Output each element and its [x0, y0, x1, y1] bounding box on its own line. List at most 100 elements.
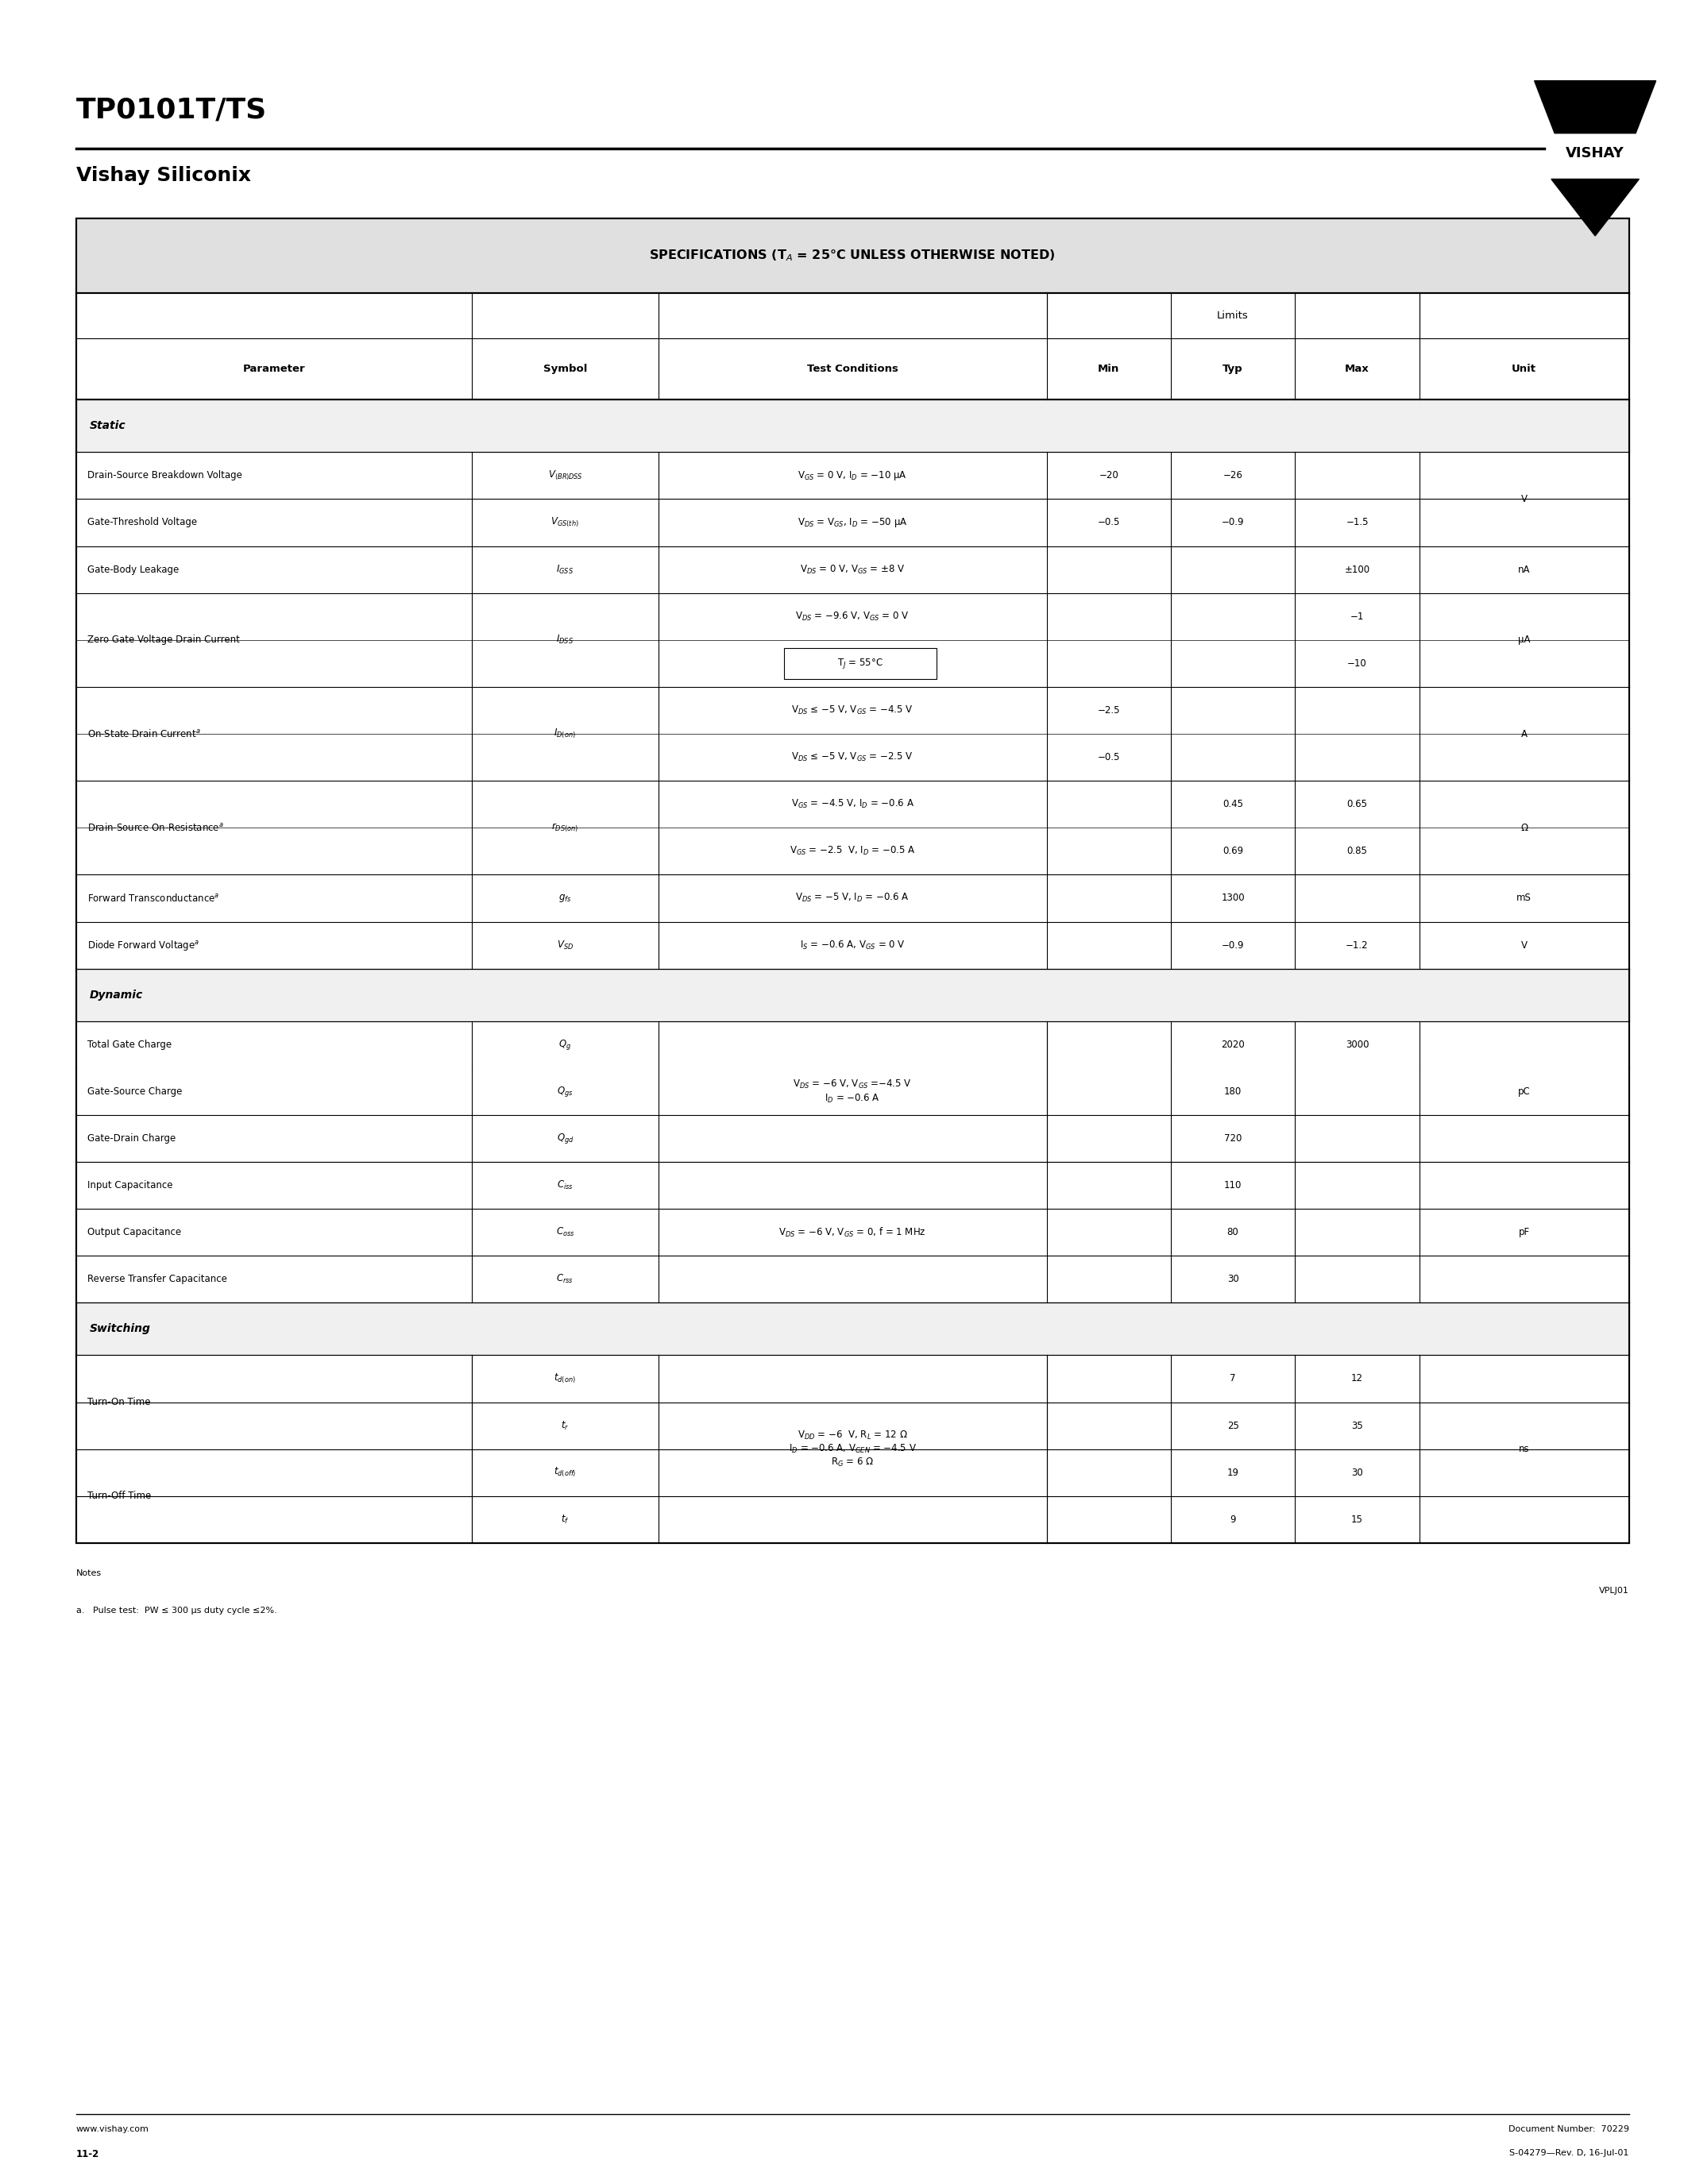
- Text: Forward Transconductance$^a$: Forward Transconductance$^a$: [88, 893, 219, 904]
- Text: V$_{DS}$ = −5 V, I$_D$ = −0.6 A: V$_{DS}$ = −5 V, I$_D$ = −0.6 A: [795, 893, 910, 904]
- Text: Test Conditions: Test Conditions: [807, 365, 898, 373]
- Bar: [76, 218, 1629, 293]
- Text: pC: pC: [1518, 1085, 1531, 1096]
- Text: I$_{DSS}$: I$_{DSS}$: [557, 633, 574, 646]
- Text: Vishay Siliconix: Vishay Siliconix: [76, 166, 252, 186]
- Bar: [76, 970, 1629, 1022]
- Polygon shape: [1551, 179, 1639, 236]
- Text: C$_{rss}$: C$_{rss}$: [557, 1273, 574, 1284]
- Text: Unit: Unit: [1512, 365, 1536, 373]
- Text: Dynamic: Dynamic: [89, 989, 143, 1000]
- Text: V$_{DS}$ = 0 V, V$_{GS}$ = ±8 V: V$_{DS}$ = 0 V, V$_{GS}$ = ±8 V: [800, 563, 905, 574]
- Text: nA: nA: [1518, 563, 1531, 574]
- Text: 25: 25: [1227, 1420, 1239, 1431]
- Text: Q$_g$: Q$_g$: [559, 1037, 572, 1051]
- Text: Notes: Notes: [76, 1570, 101, 1577]
- Text: www.vishay.com: www.vishay.com: [76, 2125, 149, 2134]
- Text: pF: pF: [1519, 1227, 1529, 1238]
- Text: V$_{DS}$ = −9.6 V, V$_{GS}$ = 0 V: V$_{DS}$ = −9.6 V, V$_{GS}$ = 0 V: [795, 612, 910, 622]
- Text: TP0101T/TS: TP0101T/TS: [76, 96, 267, 122]
- Text: Diode Forward Voltage$^a$: Diode Forward Voltage$^a$: [88, 939, 199, 952]
- Text: Turn-On Time: Turn-On Time: [88, 1398, 150, 1406]
- Text: Turn-Off Time: Turn-Off Time: [88, 1492, 152, 1500]
- Text: Reverse Transfer Capacitance: Reverse Transfer Capacitance: [88, 1273, 228, 1284]
- Text: Output Capacitance: Output Capacitance: [88, 1227, 182, 1238]
- Bar: [76, 218, 1629, 1542]
- Text: Zero Gate Voltage Drain Current: Zero Gate Voltage Drain Current: [88, 636, 240, 644]
- Text: ns: ns: [1519, 1444, 1529, 1455]
- Text: V: V: [1521, 494, 1528, 505]
- Text: −1.2: −1.2: [1345, 939, 1369, 950]
- Text: V: V: [1521, 939, 1528, 950]
- Text: Switching: Switching: [89, 1324, 150, 1334]
- Text: Min: Min: [1097, 365, 1119, 373]
- Text: 35: 35: [1352, 1420, 1362, 1431]
- Text: 0.65: 0.65: [1347, 799, 1367, 810]
- Text: t$_f$: t$_f$: [560, 1514, 569, 1524]
- Text: 30: 30: [1227, 1273, 1239, 1284]
- Text: V$_{GS(th)}$: V$_{GS(th)}$: [550, 515, 579, 529]
- Text: Total Gate Charge: Total Gate Charge: [88, 1040, 172, 1051]
- Text: 0.45: 0.45: [1222, 799, 1244, 810]
- Text: −1.5: −1.5: [1345, 518, 1369, 529]
- Text: −2.5: −2.5: [1097, 705, 1121, 716]
- Text: V$_{DS}$ = −6 V, V$_{GS}$ =−4.5 V
I$_D$ = −0.6 A: V$_{DS}$ = −6 V, V$_{GS}$ =−4.5 V I$_D$ …: [793, 1079, 912, 1105]
- Text: V$_{DS}$ = V$_{GS}$, I$_D$ = −50 μA: V$_{DS}$ = V$_{GS}$, I$_D$ = −50 μA: [797, 515, 908, 529]
- Text: t$_{d(on)}$: t$_{d(on)}$: [554, 1372, 576, 1385]
- Text: −1: −1: [1350, 612, 1364, 622]
- Text: −0.5: −0.5: [1097, 518, 1119, 529]
- Text: 15: 15: [1350, 1514, 1364, 1524]
- Text: V$_{(BR)DSS}$: V$_{(BR)DSS}$: [549, 470, 582, 483]
- Text: Limits: Limits: [1217, 310, 1249, 321]
- Text: S-04279—Rev. D, 16-Jul-01: S-04279—Rev. D, 16-Jul-01: [1509, 2149, 1629, 2158]
- Text: 3000: 3000: [1345, 1040, 1369, 1051]
- Bar: [76, 1302, 1629, 1354]
- Text: V$_{SD}$: V$_{SD}$: [557, 939, 574, 950]
- Text: 0.69: 0.69: [1222, 845, 1244, 856]
- Text: V$_{GS}$ = −2.5  V, I$_D$ = −0.5 A: V$_{GS}$ = −2.5 V, I$_D$ = −0.5 A: [790, 845, 915, 856]
- Text: C$_{iss}$: C$_{iss}$: [557, 1179, 574, 1190]
- Text: Gate-Drain Charge: Gate-Drain Charge: [88, 1133, 176, 1144]
- Bar: [785, 649, 937, 679]
- Text: 19: 19: [1227, 1468, 1239, 1479]
- Text: 12: 12: [1350, 1374, 1364, 1385]
- Text: a.   Pulse test:  PW ≤ 300 μs duty cycle ≤2%.: a. Pulse test: PW ≤ 300 μs duty cycle ≤2…: [76, 1607, 277, 1614]
- Text: V$_{DS}$ = −6 V, V$_{GS}$ = 0, f = 1 MHz: V$_{DS}$ = −6 V, V$_{GS}$ = 0, f = 1 MHz: [778, 1225, 927, 1238]
- Text: Static: Static: [89, 419, 125, 432]
- Text: 1300: 1300: [1220, 893, 1244, 904]
- Text: 11-2: 11-2: [76, 2149, 100, 2160]
- Polygon shape: [1534, 81, 1656, 133]
- Text: μA: μA: [1518, 636, 1531, 644]
- Text: 0.85: 0.85: [1347, 845, 1367, 856]
- Text: V$_{GS}$ = 0 V, I$_D$ = −10 μA: V$_{GS}$ = 0 V, I$_D$ = −10 μA: [798, 470, 906, 483]
- Text: C$_{oss}$: C$_{oss}$: [555, 1227, 574, 1238]
- Text: Q$_{gd}$: Q$_{gd}$: [557, 1131, 574, 1144]
- Text: t$_{d(off)}$: t$_{d(off)}$: [554, 1465, 577, 1479]
- Text: g$_{fs}$: g$_{fs}$: [559, 893, 572, 904]
- Text: −10: −10: [1347, 657, 1367, 668]
- Text: Q$_{gs}$: Q$_{gs}$: [557, 1085, 574, 1099]
- Text: Gate-Threshold Voltage: Gate-Threshold Voltage: [88, 518, 197, 529]
- Text: 30: 30: [1352, 1468, 1362, 1479]
- Text: Parameter: Parameter: [243, 365, 306, 373]
- Text: Input Capacitance: Input Capacitance: [88, 1179, 174, 1190]
- Text: Drain-Source Breakdown Voltage: Drain-Source Breakdown Voltage: [88, 470, 243, 480]
- Text: 2020: 2020: [1220, 1040, 1244, 1051]
- Text: Drain-Source On-Resistance$^a$: Drain-Source On-Resistance$^a$: [88, 821, 225, 834]
- Text: I$_S$ = −0.6 A, V$_{GS}$ = 0 V: I$_S$ = −0.6 A, V$_{GS}$ = 0 V: [800, 939, 905, 950]
- Text: VISHAY: VISHAY: [1566, 146, 1624, 162]
- Text: −26: −26: [1224, 470, 1242, 480]
- Text: 9: 9: [1231, 1514, 1236, 1524]
- Text: 110: 110: [1224, 1179, 1242, 1190]
- Text: Gate-Body Leakage: Gate-Body Leakage: [88, 563, 179, 574]
- Text: mS: mS: [1516, 893, 1531, 904]
- Text: t$_r$: t$_r$: [560, 1420, 569, 1431]
- Text: ±100: ±100: [1344, 563, 1371, 574]
- Text: 180: 180: [1224, 1085, 1242, 1096]
- Text: VPLJ01: VPLJ01: [1599, 1586, 1629, 1594]
- Text: V$_{DS}$ ≤ −5 V, V$_{GS}$ = −4.5 V: V$_{DS}$ ≤ −5 V, V$_{GS}$ = −4.5 V: [792, 705, 913, 716]
- Text: Ω: Ω: [1521, 823, 1528, 832]
- Text: On-State Drain Current$^a$: On-State Drain Current$^a$: [88, 727, 201, 740]
- Text: −20: −20: [1099, 470, 1119, 480]
- Text: V$_{GS}$ = −4.5 V, I$_D$ = −0.6 A: V$_{GS}$ = −4.5 V, I$_D$ = −0.6 A: [792, 799, 913, 810]
